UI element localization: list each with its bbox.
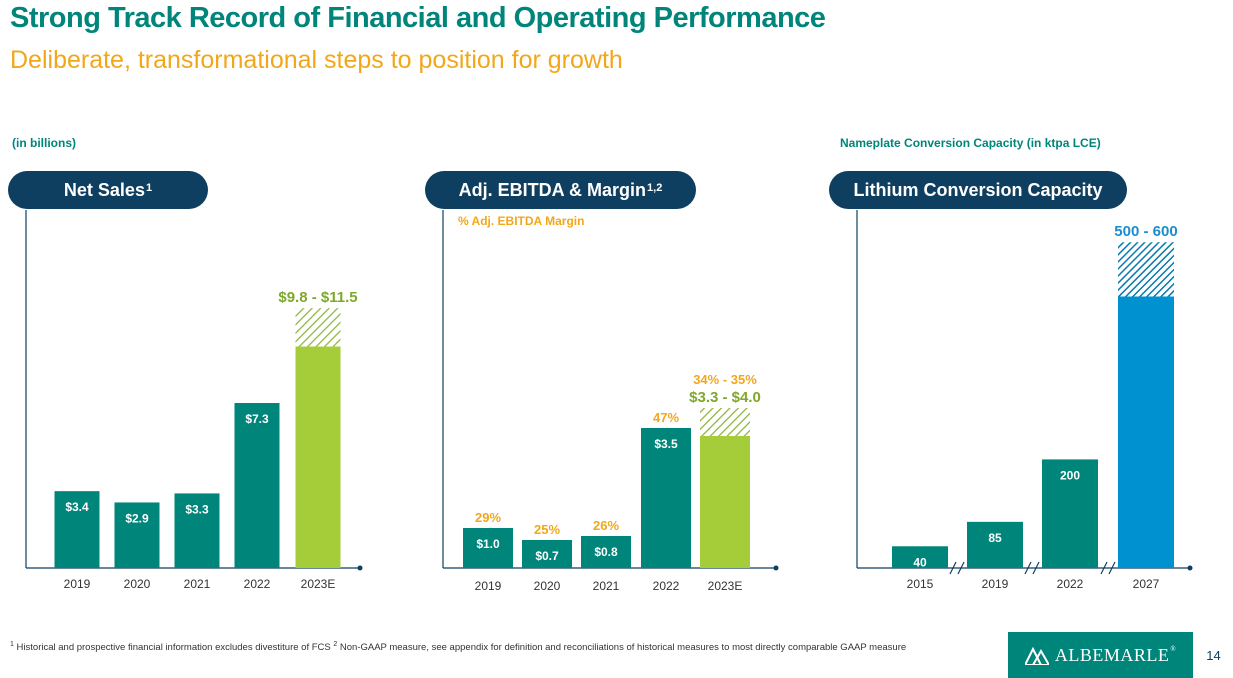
billions-unit-label: (in billions) — [12, 136, 76, 150]
chart-1-margin-label-4: 34% - 35% — [693, 372, 757, 387]
net-sales-footnote-ref: 1 — [145, 182, 153, 194]
chart-1-value-label-3: $3.5 — [654, 437, 678, 451]
page-number: 14 — [1206, 647, 1221, 663]
net-sales-pill: Net Sales 1 — [8, 171, 208, 209]
footnote-1-text: Historical and prospective financial inf… — [13, 642, 334, 654]
chart-2-axis-break-a-1 — [1024, 561, 1032, 575]
chart-1-axis-end-dot — [773, 565, 779, 571]
page-title: Strong Track Record of Financial and Ope… — [10, 2, 826, 34]
chart-1-bar-3 — [641, 428, 691, 568]
chart-0-tick-label-3: 2022 — [244, 577, 271, 591]
albemarle-wordmark: ALBEMARLE — [1054, 644, 1170, 665]
chart-0-tick-label-2: 2021 — [184, 577, 211, 591]
lithium-pill: Lithium Conversion Capacity — [829, 171, 1127, 209]
lithium-pill-label: Lithium Conversion Capacity — [853, 179, 1103, 200]
chart-2-bar-1 — [967, 521, 1023, 568]
albemarle-logo: ALBEMARLE ® — [1008, 632, 1193, 678]
chart-2-tick-label-2: 2022 — [1057, 577, 1084, 591]
chart-2-value-label-2: 200 — [1060, 468, 1080, 482]
chart-2-value-label-0: 40 — [913, 555, 927, 569]
chart-2-bar-range-3 — [1118, 242, 1174, 297]
chart-0-bar-0 — [54, 491, 100, 568]
chart-1-range-label-4: $3.3 - $4.0 — [689, 389, 761, 406]
chart-2-axis-break-a-0 — [949, 561, 957, 575]
chart-2-axis-break-b-1 — [1032, 561, 1040, 575]
chart-1-margin-label-3: 47% — [653, 410, 679, 425]
chart-1-margin-label-0: 29% — [475, 510, 501, 525]
chart-2-axis-break-a-2 — [1100, 561, 1108, 575]
chart-1-tick-label-4: 2023E — [708, 579, 743, 593]
chart-2-axis-break-b-0 — [957, 561, 965, 575]
chart-0-bar-2 — [174, 493, 220, 568]
chart-2-bar-0 — [892, 546, 948, 568]
chart-1-bar-range-4 — [700, 408, 750, 436]
chart-2-bar-2 — [1042, 459, 1098, 568]
chart-0-value-label-3: $7.3 — [245, 412, 269, 426]
ebitda-pill-label: Adj. EBITDA & Margin — [458, 179, 647, 200]
chart-1-tick-label-1: 2020 — [534, 579, 561, 593]
chart-1-tick-label-3: 2022 — [653, 579, 680, 593]
page-subtitle: Deliberate, transformational steps to po… — [10, 46, 623, 74]
footnote-2-marker: 2 — [333, 641, 338, 648]
albemarle-mountain-icon — [1024, 646, 1049, 665]
chart-0-value-label-2: $3.3 — [185, 502, 209, 516]
chart-2-value-label-1: 85 — [988, 531, 1002, 545]
chart-1-bar-0 — [463, 528, 513, 568]
chart-2-tick-label-3: 2027 — [1133, 577, 1160, 591]
chart-1-bar-2 — [581, 536, 631, 568]
chart-1-value-label-1: $0.7 — [535, 549, 559, 563]
chart-0-value-label-1: $2.9 — [125, 511, 149, 525]
chart-1-bar-1 — [522, 540, 572, 568]
albemarle-trademark: ® — [1170, 645, 1177, 653]
chart-1-tick-label-0: 2019 — [475, 579, 502, 593]
chart-0-bar-range-4 — [295, 308, 341, 347]
capacity-unit-label: Nameplate Conversion Capacity (in ktpa L… — [840, 136, 1101, 150]
chart-0-bar-4 — [295, 346, 341, 568]
chart-2-axis-end-dot — [1187, 565, 1193, 571]
net-sales-pill-label: Net Sales — [63, 179, 145, 200]
chart-0-bar-3 — [234, 403, 280, 568]
chart-1-margin-label-2: 26% — [593, 518, 619, 533]
chart-0-tick-label-0: 2019 — [64, 577, 91, 591]
chart-1-value-label-0: $1.0 — [476, 537, 500, 551]
chart-0-tick-label-4: 2023E — [301, 577, 336, 591]
chart-2-tick-label-0: 2015 — [907, 577, 934, 591]
chart-2-tick-label-1: 2019 — [982, 577, 1009, 591]
chart-1-tick-label-2: 2021 — [593, 579, 620, 593]
chart-0-axis-end-dot — [357, 565, 363, 571]
chart-0-value-label-0: $3.4 — [65, 500, 89, 514]
chart-0-bar-1 — [114, 502, 160, 568]
footnote-2-text: Non-GAAP measure, see appendix for defin… — [337, 642, 907, 654]
footnote: 1 Historical and prospective financial i… — [10, 639, 985, 654]
chart-2-bar-3 — [1118, 296, 1174, 568]
chart-0-tick-label-1: 2020 — [124, 577, 151, 591]
ebitda-margin-caption: % Adj. EBITDA Margin — [458, 214, 585, 228]
ebitda-pill: Adj. EBITDA & Margin 1,2 — [425, 171, 696, 209]
chart-1-bar-4 — [700, 436, 750, 568]
chart-2-axis-break-b-2 — [1108, 561, 1116, 575]
chart-2-range-label-3: 500 - 600 — [1114, 223, 1177, 240]
footnote-1-marker: 1 — [10, 641, 14, 648]
chart-1-value-label-2: $0.8 — [594, 545, 618, 559]
ebitda-footnote-ref: 1,2 — [647, 182, 663, 194]
chart-1-margin-label-1: 25% — [534, 522, 560, 537]
chart-0-range-label-4: $9.8 - $11.5 — [278, 289, 357, 306]
